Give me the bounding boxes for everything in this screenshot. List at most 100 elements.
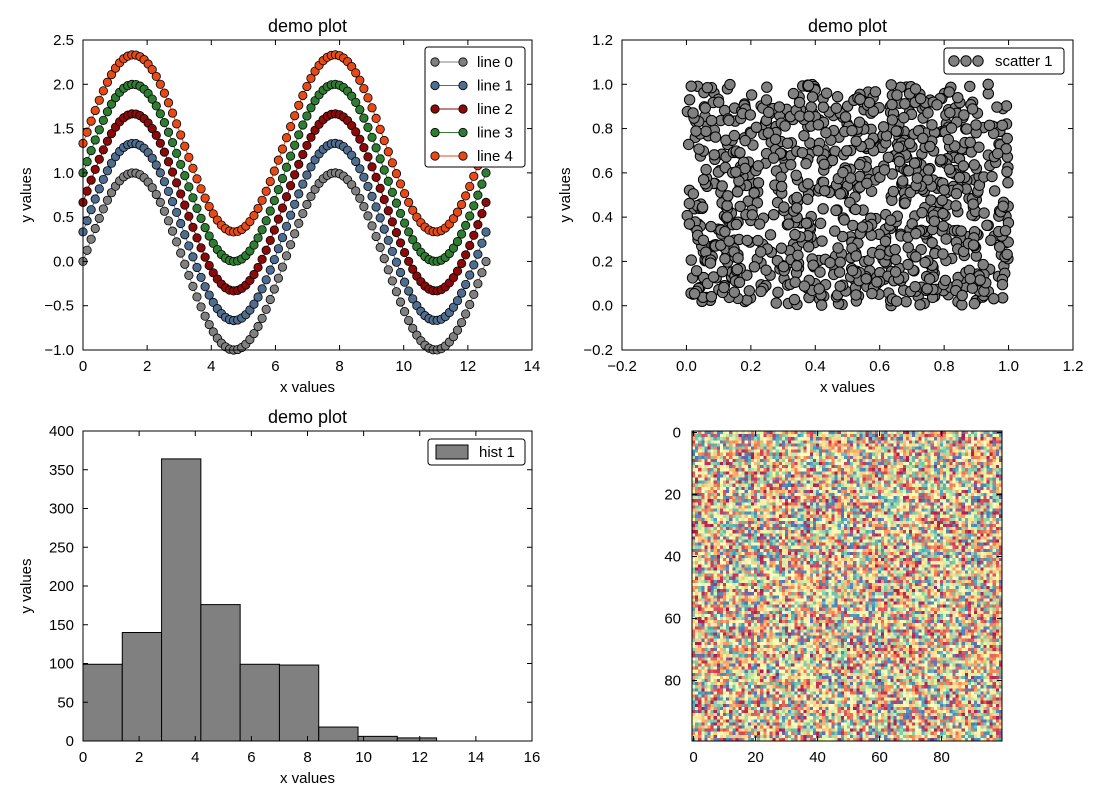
heatmap-cell [698, 508, 702, 512]
heatmap-cell [896, 465, 900, 469]
heatmap-cell [905, 474, 910, 478]
heatmap-cell [834, 520, 838, 525]
heatmap-cell [983, 502, 987, 506]
heatmap-cell [933, 517, 938, 522]
heatmap-cell [899, 480, 903, 484]
heatmap-cell [995, 458, 1000, 463]
heatmap-cell [735, 440, 739, 444]
heatmap-cell [912, 480, 916, 484]
heatmap-cell [909, 471, 913, 475]
data-point [163, 127, 174, 137]
heatmap-cell [986, 520, 990, 525]
heatmap-cell [772, 489, 776, 494]
heatmap-cell [971, 493, 975, 497]
heatmap-cell [859, 517, 863, 522]
heatmap-cell [918, 462, 922, 466]
scatter-point [800, 217, 813, 230]
heatmap-cell [716, 455, 721, 460]
heatmap-cell [896, 489, 900, 494]
heatmap-cell [924, 437, 928, 441]
data-point [188, 252, 198, 262]
heatmap-cell [754, 520, 758, 525]
legend-patch [435, 444, 469, 460]
heatmap-cell [918, 455, 922, 460]
heatmap-cell [927, 511, 931, 515]
heatmap-cell [943, 462, 947, 466]
heatmap-cell [949, 505, 953, 509]
heatmap-cell [856, 530, 860, 534]
heatmap-cell [766, 434, 770, 438]
heatmap-cell [868, 530, 872, 534]
heatmap-cell [729, 443, 733, 447]
heatmap-cell [769, 499, 773, 503]
heatmap-cell [902, 440, 907, 444]
heatmap-cell [704, 440, 708, 444]
heatmap-cell [940, 480, 944, 484]
heatmap-cell [701, 465, 705, 469]
data-point [456, 317, 467, 328]
heatmap-cell [716, 496, 721, 500]
heatmap-cell [899, 514, 903, 518]
heatmap-cell [921, 465, 925, 469]
scatter-point [741, 269, 753, 281]
heatmap-cell [819, 446, 823, 450]
heatmap-cell [732, 480, 736, 484]
heatmap-cell [989, 480, 993, 484]
heatmap-cell [924, 446, 928, 450]
data-point [155, 109, 165, 119]
heatmap-cell [843, 514, 848, 518]
heatmap-cell [750, 505, 755, 509]
heatmap-cell [713, 520, 717, 525]
y-tick-label: 150 [49, 617, 74, 634]
data-point [253, 292, 263, 302]
heatmap-cell [791, 489, 795, 494]
heatmap-cell [952, 508, 956, 512]
heatmap-cell [763, 434, 767, 438]
heatmap-cell [775, 455, 779, 460]
heatmap-cell [741, 452, 745, 456]
heatmap-cell [843, 483, 848, 487]
heatmap-cell [921, 517, 925, 522]
data-point [82, 157, 92, 167]
heatmap-cell [735, 452, 739, 456]
heatmap-cell [896, 455, 900, 460]
heatmap-cell [881, 474, 885, 478]
heatmap-cell [791, 527, 795, 531]
heatmap-cell [769, 511, 773, 515]
heatmap-cell [915, 502, 919, 506]
data-point [359, 83, 369, 94]
x-tick-label: 0.4 [805, 358, 826, 375]
heatmap-cell [958, 471, 962, 475]
data-point [249, 210, 259, 221]
heatmap-cell [859, 465, 863, 469]
heatmap-cell [785, 483, 789, 487]
data-point [188, 281, 198, 291]
heatmap-cell [887, 493, 891, 497]
heatmap-cell [797, 465, 801, 469]
scatter-point [716, 180, 728, 192]
heatmap-cell [915, 446, 919, 450]
heatmap-cell [747, 505, 752, 509]
scatter-point [850, 250, 862, 262]
scatter-point [1001, 248, 1013, 261]
heatmap-cell [840, 446, 845, 450]
heatmap-cell [800, 449, 804, 453]
heatmap-cell [871, 489, 876, 494]
heatmap-cell [989, 489, 993, 494]
heatmap-cell [729, 471, 733, 475]
heatmap-cell [806, 465, 810, 469]
heatmap-cell [899, 505, 903, 509]
heatmap-cell [723, 493, 727, 497]
heatmap-cell [772, 458, 776, 463]
heatmap-cell [853, 480, 857, 484]
heatmap-cell [713, 471, 717, 475]
heatmap-cell [940, 511, 944, 515]
heatmap-cell [881, 458, 885, 463]
scatter-point [764, 229, 777, 241]
data-point [106, 158, 117, 168]
heatmap-cell [754, 508, 758, 512]
heatmap-cell [977, 434, 981, 438]
heatmap-cell [803, 462, 807, 466]
scatter-point [697, 234, 710, 247]
heatmap-cell [831, 449, 835, 453]
